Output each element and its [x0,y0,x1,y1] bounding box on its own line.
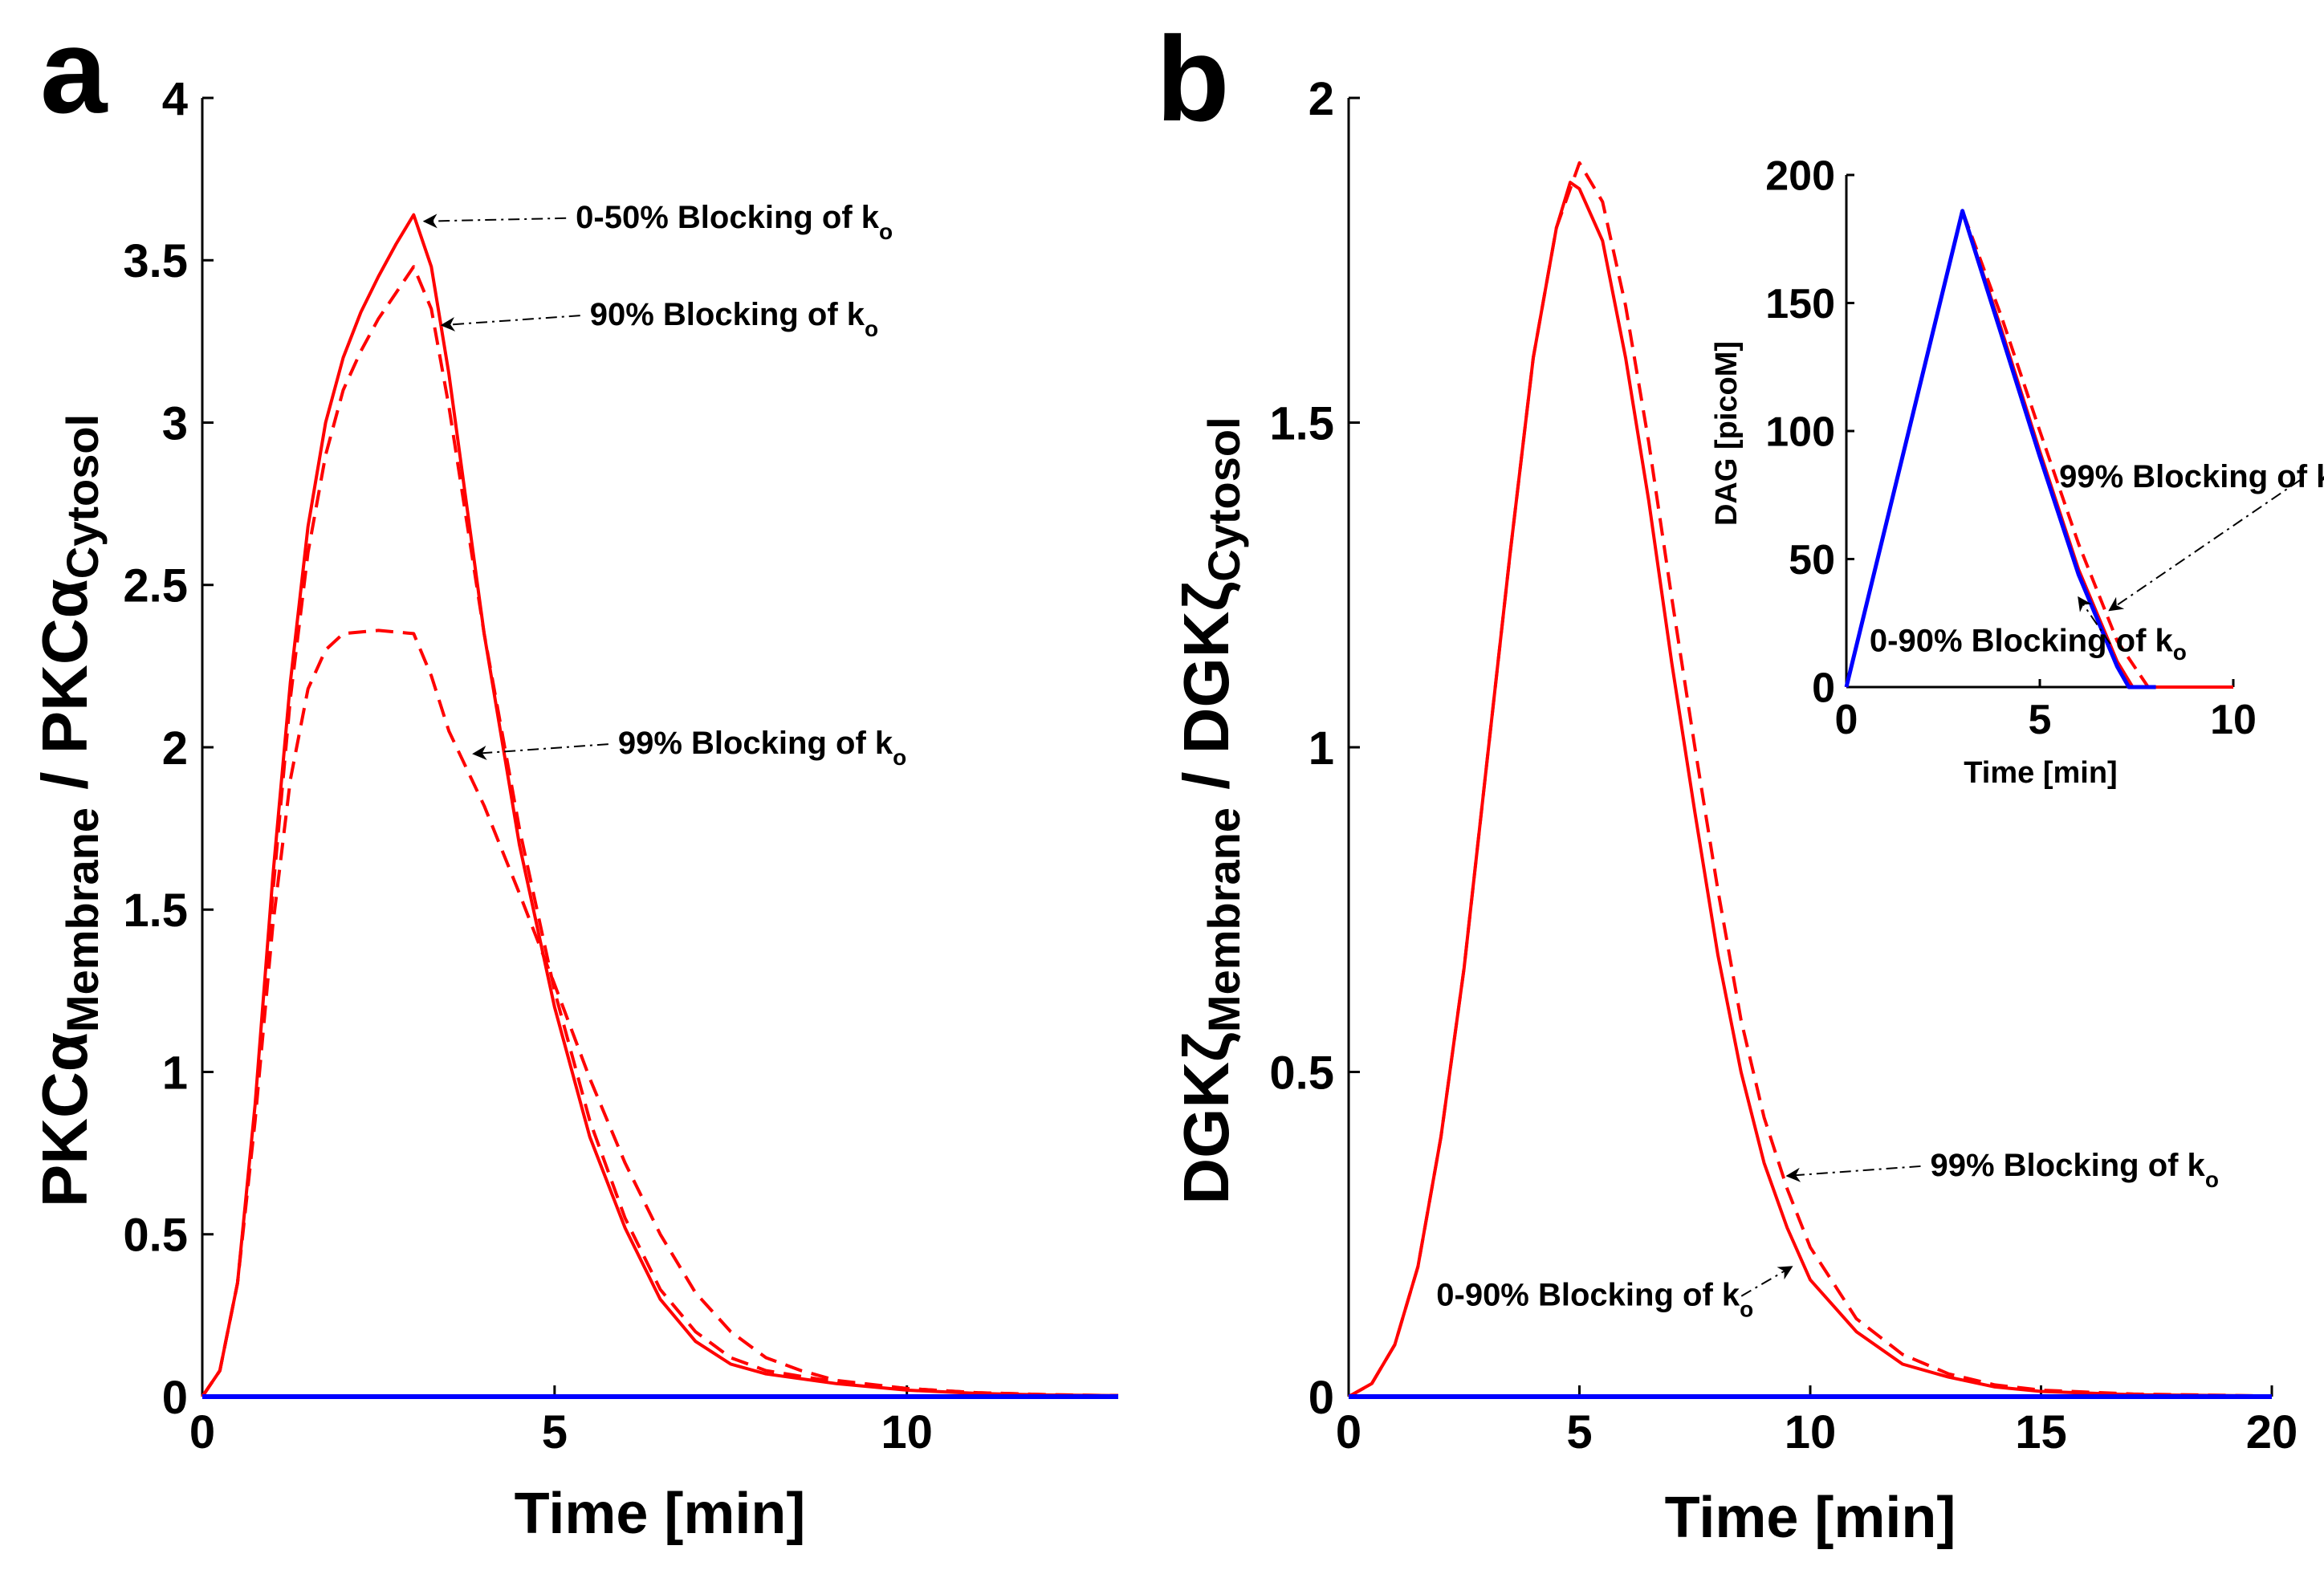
panel-a-series-1 [201,265,1119,1398]
panel-a-ylabel-part2: Membrane [57,807,108,1032]
panel-b-series-0 [1348,181,2273,1398]
panel-a-ylabel-part4: Cytosol [57,414,108,579]
panel-b-series-1 [1348,161,2273,1398]
inset-ytick-label: 50 [1789,537,1835,584]
panel-b-annotation-1: 0-90% Blocking of ko [1436,1278,1753,1322]
panel-a-series-0 [201,213,1119,1398]
panel-a-annotation-arrow-2 [472,743,608,760]
panel-a-annotation-2: 99% Blocking of ko [618,726,906,770]
panel-a-ylabel-part3: / PKCα [29,579,100,807]
panel-b-ylabel-part4: Cytosol [1199,417,1249,581]
inset-series-2 [1844,209,2156,689]
panel-a-ytick-label: 2.5 [123,560,188,612]
panel-a-ylabel: PKCαMembrane / PKCαCytosol [29,414,108,1207]
inset-annotation-1: 0-90% Blocking of ko [1870,623,2187,665]
panel-a-ytick-label: 1 [162,1047,188,1099]
panel-b-ylabel-part1: DGKζ [1170,1032,1242,1205]
panel-a-annotation-1: 90% Blocking of ko [590,297,878,341]
panel-b-ytick-label: 1.5 [1269,397,1334,449]
panel-a-annotation-arrow-0 [422,214,567,229]
panel-a-xtick-label: 10 [881,1406,933,1458]
panel-b-annotation-0: 99% Blocking of ko [1931,1148,2219,1192]
inset-ytick-label: 100 [1765,409,1835,456]
inset-ytick-label: 200 [1765,153,1835,200]
panel-b-inset: Time [min] DAG [picoM] 0 50 100 150 200 0 5 10 9… [1710,153,2324,790]
panel-b-ylabel-part3: / DGKζ [1170,582,1242,807]
panel-b-annotation-arrow-0 [1785,1165,1921,1182]
panel-a-annotation-0: 0-50% Blocking of ko [576,200,893,244]
panel-b-xtick-label: 5 [1566,1406,1592,1458]
inset-xtick-label: 0 [1835,697,1858,743]
panel-a-ytick-label: 4 [162,73,188,125]
panel-a-ytick-label: 0 [162,1372,188,1424]
panel-b-ylabel-part2: Membrane [1199,807,1249,1032]
panel-a-xtick-label: 5 [542,1406,568,1458]
panel-b-ylabel: DGKζMembrane / DGKζCytosol [1170,417,1249,1204]
panel-b-xtick-label: 0 [1336,1406,1361,1458]
panel-b-xtick-label: 20 [2246,1406,2298,1458]
panel-a-series-2 [201,628,1119,1398]
panel-b-letter: b [1156,11,1230,146]
panel-a-ytick-label: 2 [162,722,188,775]
inset-ytick-label: 0 [1812,665,1835,712]
panel-a-ylabel-part1: PKCα [29,1032,100,1207]
panel-a-xtick-label: 0 [189,1406,215,1458]
panel-b-xtick-label: 10 [1785,1406,1837,1458]
panel-b-ytick-label: 2 [1309,73,1334,125]
inset-xtick-label: 10 [2210,697,2257,743]
panel-b: b Time [min] DGKζMembrane / DGKζCytosol … [1156,11,2324,1550]
panel-a-letter: a [40,3,108,138]
panel-a: a Time [min] PKCαMembrane / PKCαCytosol … [29,3,1119,1546]
panel-b-xtick-label: 15 [2015,1406,2067,1458]
inset-series-1 [1845,209,2233,689]
inset-ytick-label: 150 [1765,281,1835,327]
panel-a-annotation-arrow-1 [440,315,580,332]
panel-a-xlabel: Time [min] [515,1482,806,1546]
panel-a-ytick-label: 0.5 [123,1210,188,1262]
inset-annotation-arrow-0 [2108,479,2301,612]
inset-xlabel: Time [min] [1964,756,2117,790]
panel-b-ytick-label: 0.5 [1269,1047,1334,1099]
inset-annotation-0: 99% Blocking of ko [2059,459,2324,501]
panel-b-annotation-arrow-1 [1740,1266,1793,1297]
inset-ylabel: DAG [picoM] [1710,341,1744,526]
inset-annotation-arrow-1 [2078,596,2111,645]
inset-xtick-label: 5 [2029,697,2052,743]
inset-plot: 0 50 100 150 200 0 5 10 99% Blocking of ko 0-90% … [1765,153,2324,743]
panel-b-ytick-label: 1 [1309,722,1334,775]
panel-b-xlabel: Time [min] [1665,1486,1956,1550]
panel-a-ytick-label: 1.5 [123,885,188,937]
panel-a-plot: 0 0.5 1 1.5 2 2.5 3 3.5 4 0 5 10 0-50% Blocking of k… [123,73,1119,1458]
panel-b-ytick-label: 0 [1309,1372,1334,1424]
panel-a-ytick-label: 3.5 [123,235,188,287]
panel-a-ytick-label: 3 [162,397,188,449]
